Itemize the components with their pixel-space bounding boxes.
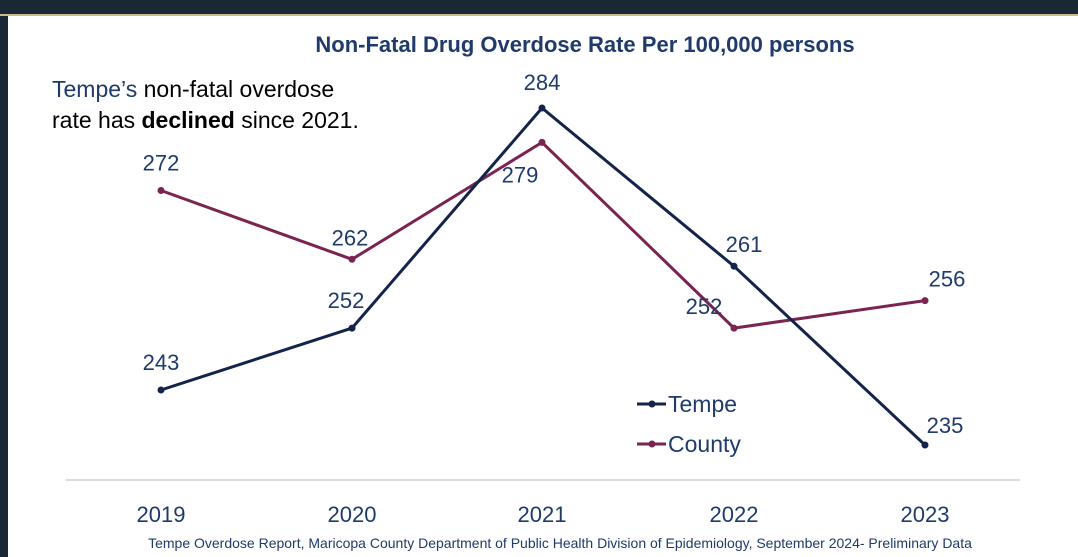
tempe-point-2021 (538, 104, 546, 112)
county-point-2020 (348, 255, 356, 263)
x-tick-2022: 2022 (710, 502, 759, 527)
county-point-2019 (157, 187, 165, 194)
top-border-strip (0, 0, 1078, 16)
x-tick-layer: 2019 2020 2021 2022 2023 (137, 502, 950, 527)
county-point-2022 (730, 324, 738, 332)
source-note: Tempe Overdose Report, Maricopa County D… (148, 535, 972, 551)
county-label-2020: 262 (332, 225, 369, 250)
tempe-point-2020 (348, 324, 356, 332)
callout-highlight: Tempe’s (52, 76, 137, 102)
legend: Tempe County (637, 391, 741, 457)
x-tick-2021: 2021 (518, 502, 567, 527)
callout-line-1-rest: non-fatal overdose (137, 76, 334, 102)
tempe-legend-marker (648, 400, 656, 408)
county-point-2021 (538, 138, 546, 146)
county-legend-label: County (668, 431, 741, 457)
x-tick-2020: 2020 (328, 502, 377, 527)
tempe-point-2019 (157, 386, 165, 394)
callout-line-2-prefix: rate has (52, 107, 142, 133)
tempe-series-line (160, 105, 927, 447)
tempe-legend-label: Tempe (668, 391, 737, 417)
tempe-label-2019: 243 (143, 350, 180, 375)
x-tick-2023: 2023 (901, 502, 950, 527)
tempe-point-2023 (921, 441, 929, 449)
chart-title: Non-Fatal Drug Overdose Rate Per 100,000… (315, 32, 854, 57)
county-point-2023 (921, 297, 929, 305)
callout-line-2: rate has declined since 2021. (52, 107, 359, 133)
county-label-2022: 252 (686, 294, 723, 319)
callout-bold: declined (142, 107, 235, 133)
county-series-line (160, 140, 926, 330)
tempe-label-2022: 261 (726, 232, 763, 257)
county-label-2023: 256 (929, 267, 966, 292)
x-tick-2019: 2019 (137, 502, 186, 527)
tempe-label-2020: 252 (328, 288, 365, 313)
callout-line-1: Tempe’s non-fatal overdose (52, 76, 334, 102)
county-legend-marker (648, 440, 656, 448)
data-label-layer: 243 252 284 261 235 272 262 279 252 256 (143, 70, 966, 438)
tempe-point-2022 (730, 262, 738, 270)
tempe-label-2023: 235 (927, 413, 964, 438)
callout-line-2-suffix: since 2021. (235, 107, 359, 133)
series-layer (157, 104, 929, 449)
county-label-2021: 279 (502, 162, 539, 187)
tempe-label-2021: 284 (524, 70, 561, 95)
county-label-2019: 272 (143, 151, 180, 176)
